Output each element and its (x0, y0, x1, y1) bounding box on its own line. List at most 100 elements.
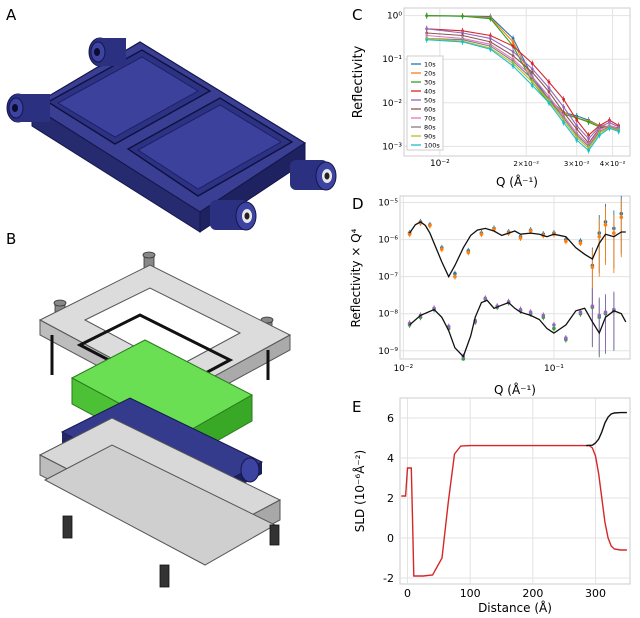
legend-label: 50s (424, 97, 436, 105)
data-point (407, 232, 412, 236)
data-point (439, 247, 444, 252)
data-point (612, 231, 616, 235)
y-tick-label: 10⁻⁵ (378, 199, 398, 209)
data-point (530, 67, 534, 71)
data-point (587, 120, 591, 124)
data-point (547, 86, 551, 90)
data-point (564, 336, 568, 340)
data-point (598, 133, 601, 137)
y-tick-label: 10⁻³ (382, 142, 402, 152)
fit-line (409, 299, 627, 358)
chart-d: 10⁻² 10⁻¹ 10⁻⁵ 10⁻⁶ 10⁻⁷ 10⁻⁸ 10⁻⁹ Q (Å⁻¹) Re… (349, 195, 631, 397)
data-point (511, 54, 515, 58)
data-point (575, 127, 579, 131)
data-point (608, 126, 611, 130)
data-point (619, 215, 624, 220)
data-point (530, 84, 534, 87)
data-point (479, 232, 484, 236)
chart-d-xlabel: Q (Å⁻¹) (494, 382, 536, 397)
series-line (426, 34, 619, 146)
data-point (562, 97, 566, 101)
data-point (547, 80, 551, 84)
x-tick-label: 3×10⁻² (564, 160, 590, 168)
chart-d-x-ticks: 10⁻² 10⁻¹ (393, 364, 564, 374)
y-tick-label: 4 (387, 452, 394, 465)
port-tubes (6, 37, 337, 231)
y-tick-label: 10⁻⁸ (378, 310, 398, 320)
data-point (488, 47, 492, 51)
panel-letter-b: B (6, 230, 16, 248)
chart-e-x-ticks: 0 100 200 300 (404, 587, 606, 600)
legend-label: 30s (424, 79, 436, 87)
chart-c-series (425, 12, 621, 154)
y-tick-label: 10⁻⁹ (378, 347, 398, 357)
data-point (488, 37, 492, 40)
panel-letter-a: A (6, 6, 17, 24)
series-line (426, 37, 619, 148)
legend-label: 70s (424, 115, 436, 123)
chart-d-y-ticks: 10⁻⁵ 10⁻⁶ 10⁻⁷ 10⁻⁸ 10⁻⁹ (378, 199, 398, 357)
data-point (511, 37, 515, 40)
chart-e-xlabel: Distance (Å) (478, 600, 552, 615)
data-point (603, 310, 608, 314)
data-point (453, 274, 457, 279)
data-point (483, 296, 488, 301)
y-tick-label: 2 (387, 492, 394, 505)
x-tick-label: 2×10⁻² (513, 160, 539, 168)
legend-label: 20s (424, 70, 436, 78)
data-point (575, 124, 579, 127)
y-tick-label: 6 (387, 412, 394, 425)
data-point (552, 323, 556, 327)
y-tick-label: 10⁻⁷ (378, 273, 398, 283)
chart-c-xlabel: Q (Å⁻¹) (496, 174, 538, 189)
y-tick-label: 10⁰ (387, 12, 402, 22)
data-point (530, 62, 534, 65)
chart-c: 10⁻² 2×10⁻² 3×10⁻² 4×10⁻² 10⁰ 10⁻¹ 10⁻² 10⁻³ 1… (351, 7, 631, 189)
data-point (530, 80, 534, 84)
legend-label: 100s (424, 142, 440, 150)
chart-e-grid (400, 398, 630, 584)
data-point (597, 234, 602, 239)
chart-e: 0 100 200 300 -2 0 2 4 6 Distance (Å) SLD (10⁻⁶… (352, 397, 631, 615)
data-point (518, 307, 523, 312)
data-point (564, 239, 568, 244)
legend-label: 80s (424, 124, 436, 132)
chart-c-ylabel: Reflectivity (351, 45, 366, 118)
data-point (603, 223, 608, 227)
chart-d-plot-area (399, 195, 631, 360)
x-tick-label: 10⁻² (393, 364, 413, 374)
y-tick-label: 0 (387, 532, 394, 545)
y-tick-label: 10⁻¹ (382, 55, 402, 65)
x-tick-label: 10⁻² (430, 159, 450, 169)
data-point (617, 130, 621, 133)
x-tick-label: 200 (522, 587, 543, 600)
y-tick-label: 10⁻⁶ (378, 236, 398, 246)
chart-e-series (401, 411, 627, 577)
legend-label: 90s (424, 133, 436, 141)
data-point (578, 310, 583, 314)
chart-c-y-ticks: 10⁰ 10⁻¹ 10⁻² 10⁻³ (382, 12, 402, 153)
data-point (612, 307, 616, 312)
data-point (590, 265, 595, 269)
legend-box (406, 55, 444, 151)
data-point (562, 111, 566, 114)
series-line (426, 28, 619, 140)
data-point (511, 64, 515, 68)
series-line (426, 28, 619, 136)
legend-label: 40s (424, 88, 436, 96)
data-point (541, 313, 546, 318)
data-point (530, 70, 534, 74)
data-point (562, 121, 566, 125)
data-point (597, 313, 602, 318)
series-line (401, 444, 627, 577)
data-point (575, 118, 579, 122)
legend-label: 10s (424, 61, 436, 69)
data-point (552, 326, 556, 331)
data-point (511, 44, 515, 48)
data-point (587, 137, 591, 141)
chart-e-y-ticks: -2 0 2 4 6 (383, 412, 394, 585)
data-point (575, 138, 579, 142)
panel-letter-d: D (352, 195, 364, 213)
